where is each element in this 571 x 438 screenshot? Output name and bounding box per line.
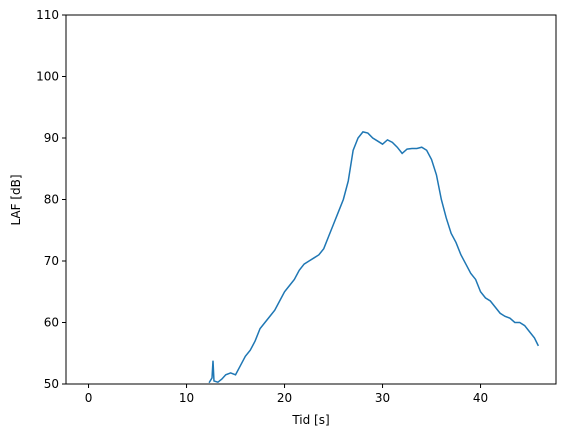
x-tick-label: 40 — [473, 391, 488, 405]
plot-frame — [65, 14, 557, 385]
x-tick-label: 30 — [375, 391, 390, 405]
x-tick-label: 10 — [179, 391, 194, 405]
y-tick-label: 110 — [36, 8, 59, 22]
y-axis-label: LAF [dB] — [9, 174, 23, 225]
x-tick-label: 20 — [277, 391, 292, 405]
y-tick-label: 50 — [44, 377, 59, 391]
data-line — [208, 131, 540, 384]
x-tick-label: 0 — [85, 391, 93, 405]
y-tick-label: 80 — [44, 193, 59, 207]
y-tick-label: 100 — [36, 70, 59, 84]
y-tick-label: 90 — [44, 131, 59, 145]
y-tick-label: 60 — [44, 316, 59, 330]
y-tick-label: 70 — [44, 254, 59, 268]
x-axis-label: Tid [s] — [291, 413, 329, 427]
